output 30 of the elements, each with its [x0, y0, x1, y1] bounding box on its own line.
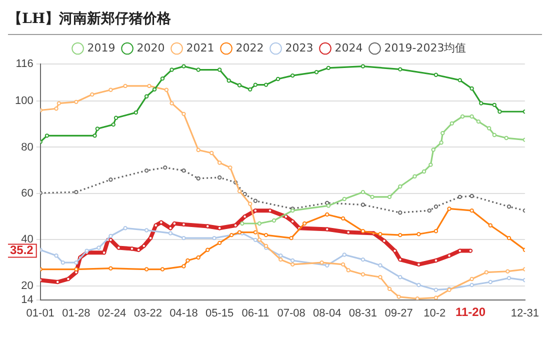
y-tick-label: 100	[14, 95, 34, 108]
x-tick-label: 05-15	[206, 307, 234, 320]
text: 35.2	[10, 243, 34, 258]
x-tick-label: 02-24	[98, 307, 126, 320]
x-tick-label: 04-18	[170, 307, 198, 320]
y-tick-label: 20	[21, 280, 34, 292]
x-tick-label: 06-11	[242, 307, 270, 320]
legend-label: 2021	[186, 41, 214, 54]
x-tick-label: 08-04	[313, 307, 342, 320]
x-tick-label: 12-31	[510, 307, 540, 320]
x-tick-label: 08-31	[348, 307, 378, 320]
x-tick-label: 07-08	[277, 307, 306, 320]
legend-label: 2023	[285, 41, 314, 54]
x-tick-label: 03-22	[134, 307, 162, 320]
y-tick-label: 80	[21, 141, 34, 154]
x-tick-label: 10-2	[424, 307, 446, 320]
x-tick-label: 01-28	[62, 307, 90, 320]
x-tick-label: 09-27	[384, 307, 413, 320]
y-tick-label: 116	[16, 58, 34, 70]
text: 11-20	[455, 305, 486, 320]
legend-label: 2022	[236, 41, 264, 54]
y-tick-label: 40	[21, 234, 34, 246]
chart-title: 【LH】河南新郑仔猪价格	[8, 8, 542, 35]
y-tick-label: 14	[21, 294, 34, 306]
legend-label: 2019-2023均值	[384, 41, 466, 54]
y-tick-label: 60	[21, 187, 34, 200]
x-tick-label: 01-01	[26, 307, 54, 320]
legend-label: 2019	[87, 41, 116, 54]
legend-label: 2024	[334, 41, 363, 54]
legend-label: 2020	[136, 41, 165, 54]
